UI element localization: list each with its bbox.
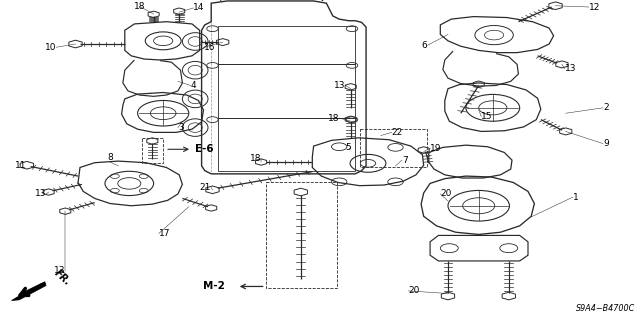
Text: 6: 6 — [422, 41, 428, 50]
Text: 20: 20 — [408, 286, 420, 295]
Text: S9A4−B4700C: S9A4−B4700C — [575, 304, 635, 313]
Text: M-2: M-2 — [204, 281, 225, 292]
Text: 18: 18 — [250, 154, 261, 163]
Text: 18: 18 — [328, 114, 339, 122]
Text: E-6: E-6 — [195, 144, 214, 154]
Text: 5: 5 — [345, 143, 351, 152]
Text: 14: 14 — [193, 4, 205, 12]
Text: 11: 11 — [15, 161, 27, 170]
Text: 8: 8 — [108, 153, 113, 162]
Text: 4: 4 — [191, 81, 196, 90]
Text: 13: 13 — [54, 266, 65, 275]
Bar — [360, 129, 427, 167]
Text: 16: 16 — [204, 43, 215, 52]
Text: 12: 12 — [589, 3, 600, 11]
Text: 2: 2 — [603, 103, 609, 112]
Text: FR.: FR. — [52, 268, 72, 288]
Text: 1: 1 — [573, 193, 579, 202]
Text: 7: 7 — [402, 156, 408, 165]
Text: 15: 15 — [481, 112, 493, 121]
Text: 18: 18 — [134, 2, 145, 11]
Text: 13: 13 — [35, 189, 46, 198]
Text: 9: 9 — [603, 139, 609, 148]
Text: 19: 19 — [430, 144, 442, 153]
Text: 22: 22 — [392, 128, 403, 137]
Text: 13: 13 — [564, 64, 576, 73]
Bar — [142, 138, 163, 163]
Bar — [266, 182, 337, 288]
Text: 17: 17 — [159, 229, 170, 238]
Text: 10: 10 — [45, 43, 56, 52]
Polygon shape — [12, 282, 46, 300]
Text: 20: 20 — [440, 189, 452, 198]
Text: 13: 13 — [334, 81, 346, 90]
Text: 3: 3 — [178, 123, 184, 132]
Text: 21: 21 — [200, 183, 211, 192]
